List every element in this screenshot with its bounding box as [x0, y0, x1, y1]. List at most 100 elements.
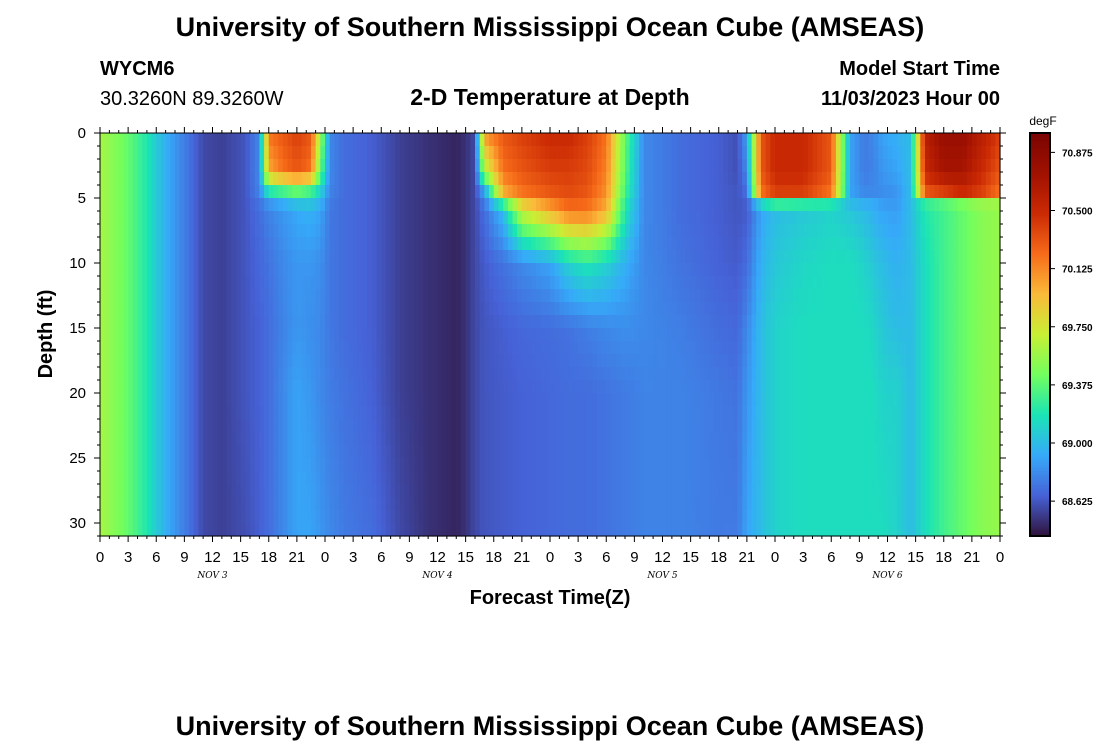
heatmap-cell: [606, 276, 612, 290]
heatmap-cell: [840, 263, 846, 277]
heatmap-cell: [315, 133, 321, 147]
heatmap-cell: [189, 302, 195, 316]
heatmap-cell: [564, 289, 570, 303]
heatmap-cell: [587, 146, 593, 160]
heatmap-cell: [470, 172, 476, 186]
heatmap-cell: [165, 419, 171, 433]
heatmap-cell: [235, 159, 242, 173]
heatmap-cell: [601, 172, 607, 186]
heatmap-cell: [709, 393, 715, 407]
heatmap-cell: [376, 380, 382, 394]
heatmap-cell: [831, 133, 837, 147]
heatmap-cell: [671, 328, 678, 342]
heatmap-cell: [789, 458, 795, 472]
heatmap-cell: [550, 458, 556, 472]
heatmap-cell: [221, 458, 228, 472]
heatmap-cell: [226, 354, 232, 368]
heatmap-cell: [207, 224, 214, 238]
heatmap-cell: [179, 458, 185, 472]
heatmap-cell: [376, 211, 382, 225]
heatmap-cell: [268, 380, 275, 394]
heatmap-cell: [625, 484, 631, 498]
heatmap-cell: [821, 276, 828, 290]
heatmap-cell: [615, 367, 621, 381]
heatmap-cell: [353, 224, 359, 238]
heatmap-cell: [653, 328, 659, 342]
heatmap-cell: [545, 380, 551, 394]
heatmap-cell: [742, 289, 748, 303]
heatmap-cell: [118, 185, 125, 199]
heatmap-cell: [517, 445, 523, 459]
heatmap-cell: [564, 523, 570, 537]
heatmap-cell: [456, 250, 462, 264]
heatmap-cell: [245, 380, 251, 394]
heatmap-cell: [231, 484, 237, 498]
heatmap-cell: [357, 315, 364, 329]
heatmap-cell: [264, 250, 270, 264]
heatmap-cell: [620, 354, 626, 368]
heatmap-cell: [470, 523, 476, 537]
heatmap-cell: [517, 146, 523, 160]
heatmap-cell: [742, 484, 748, 498]
heatmap-cell: [414, 263, 420, 277]
heatmap-cell: [442, 302, 448, 316]
heatmap-cell: [156, 471, 162, 485]
heatmap-cell: [460, 406, 467, 420]
heatmap-cell: [184, 224, 190, 238]
heatmap-cell: [746, 471, 753, 485]
heatmap-cell: [845, 510, 851, 524]
heatmap-cell: [292, 224, 298, 238]
heatmap-cell: [329, 419, 335, 433]
heatmap-cell: [428, 302, 434, 316]
heatmap-cell: [582, 354, 589, 368]
heatmap-cell: [681, 419, 687, 433]
heatmap-cell: [250, 302, 256, 316]
heatmap-cell: [320, 250, 326, 264]
heatmap-cell: [353, 185, 359, 199]
heatmap-cell: [189, 458, 195, 472]
heatmap-cell: [114, 276, 120, 290]
heatmap-cell: [465, 380, 471, 394]
heatmap-cell: [381, 367, 387, 381]
heatmap-cell: [100, 133, 106, 147]
heatmap-cell: [564, 146, 570, 160]
heatmap-cell: [779, 380, 785, 394]
heatmap-cell: [695, 341, 701, 355]
heatmap-cell: [709, 432, 715, 446]
heatmap-cell: [235, 458, 242, 472]
heatmap-cell: [681, 471, 687, 485]
heatmap-cell: [667, 276, 673, 290]
heatmap-cell: [657, 263, 664, 277]
heatmap-cell: [521, 315, 528, 329]
heatmap-cell: [648, 146, 654, 160]
heatmap-cell: [287, 198, 293, 212]
heatmap-cell: [245, 302, 251, 316]
heatmap-cell: [507, 302, 514, 316]
heatmap-cell: [362, 185, 368, 199]
heatmap-cell: [273, 302, 279, 316]
heatmap-cell: [296, 484, 303, 498]
heatmap-cell: [643, 146, 650, 160]
heatmap-cell: [812, 341, 818, 355]
heatmap-cell: [442, 393, 448, 407]
heatmap-cell: [784, 237, 790, 251]
heatmap-cell: [690, 237, 696, 251]
heatmap-cell: [831, 237, 837, 251]
heatmap-cell: [760, 250, 767, 264]
heatmap-cell: [554, 185, 560, 199]
heatmap-cell: [653, 263, 659, 277]
heatmap-cell: [268, 497, 275, 511]
heatmap-cell: [737, 224, 743, 238]
heatmap-cell: [746, 419, 753, 433]
heatmap-cell: [418, 198, 425, 212]
heatmap-cell: [559, 458, 565, 472]
heatmap-cell: [456, 224, 462, 238]
heatmap-cell: [723, 497, 729, 511]
heatmap-cell: [245, 497, 251, 511]
heatmap-cell: [114, 133, 120, 147]
heatmap-cell: [104, 341, 110, 355]
heatmap-cell: [446, 367, 453, 381]
heatmap-cell: [793, 315, 800, 329]
heatmap-cell: [254, 198, 260, 212]
heatmap-cell: [226, 198, 232, 212]
